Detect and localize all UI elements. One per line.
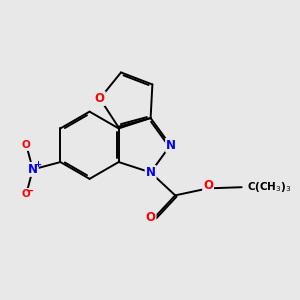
- Text: O: O: [22, 189, 31, 199]
- Text: N: N: [166, 139, 176, 152]
- Text: O: O: [203, 178, 213, 191]
- Text: N: N: [28, 163, 38, 176]
- Text: O: O: [22, 140, 31, 150]
- Text: −: −: [26, 185, 34, 195]
- Text: O: O: [146, 211, 155, 224]
- Text: N: N: [146, 166, 156, 179]
- Text: O: O: [95, 92, 105, 105]
- Text: +: +: [34, 160, 41, 169]
- Text: C(CH$_3$)$_3$: C(CH$_3$)$_3$: [247, 180, 291, 194]
